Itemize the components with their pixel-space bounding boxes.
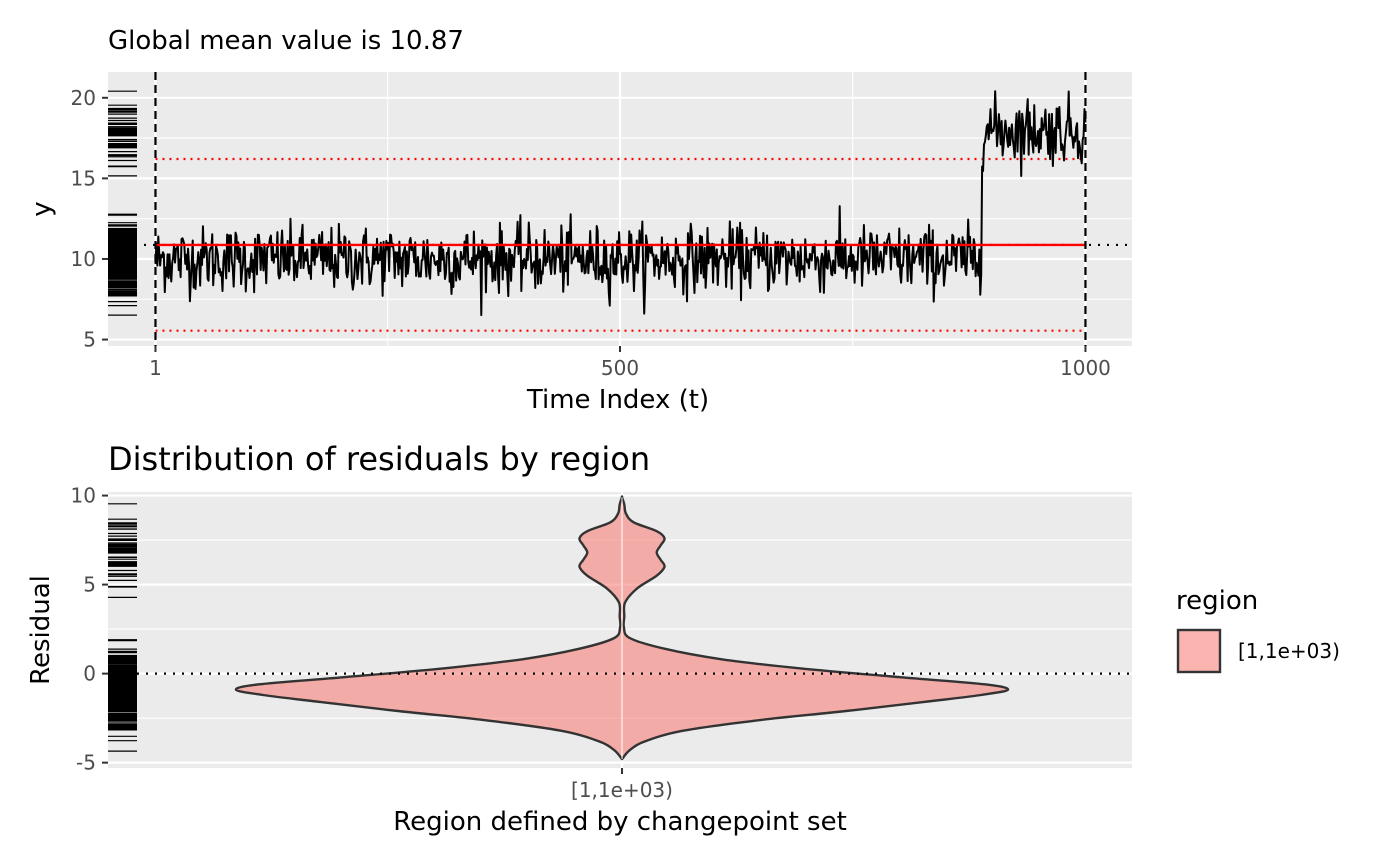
chart-title: Distribution of residuals by region (108, 440, 650, 478)
legend-swatch (1176, 628, 1222, 674)
bound-lines (155, 157, 1086, 332)
y-tick-label: 10 (71, 484, 96, 508)
x-tick-label: 500 (601, 356, 639, 380)
y-axis: 5 10 15 20 (71, 86, 108, 352)
rug-marks (108, 503, 137, 752)
rug-marks (108, 90, 137, 316)
chart-title: Global mean value is 10.87 (108, 26, 464, 56)
y-tick-label: 0 (83, 662, 96, 686)
series-path (154, 90, 1087, 317)
changepoint-lines (154, 72, 1087, 346)
x-axis: [1,1e+03) (571, 768, 673, 802)
x-axis-label: Region defined by changepoint set (393, 807, 847, 837)
y-tick-label: 10 (71, 247, 96, 271)
y-axis-label: y (27, 201, 57, 216)
violin-shape (234, 495, 1010, 761)
violin (234, 495, 1010, 761)
violin-chart: Distribution of residuals by region -5 0 5… (26, 440, 1340, 837)
y-tick-label: -5 (76, 751, 96, 775)
x-tick-label: 1 (149, 356, 162, 380)
legend-title: region (1176, 586, 1258, 616)
series-line (154, 90, 1087, 317)
legend: region [1,1e+03) (1176, 586, 1340, 674)
y-tick-label: 15 (71, 166, 96, 190)
legend-label: [1,1e+03) (1238, 639, 1340, 663)
y-rug (108, 503, 137, 752)
y-axis-label: Residual (26, 575, 56, 685)
y-tick-label: 20 (71, 86, 96, 110)
x-tick-label: 1000 (1060, 356, 1111, 380)
y-rug (108, 90, 137, 316)
y-axis: -5 0 5 10 (71, 484, 108, 775)
x-axis-label: Time Index (t) (526, 385, 709, 415)
y-tick-label: 5 (83, 328, 96, 352)
x-tick-label: [1,1e+03) (571, 778, 673, 802)
y-tick-label: 5 (83, 573, 96, 597)
x-axis: 1 500 1000 (149, 346, 1111, 380)
